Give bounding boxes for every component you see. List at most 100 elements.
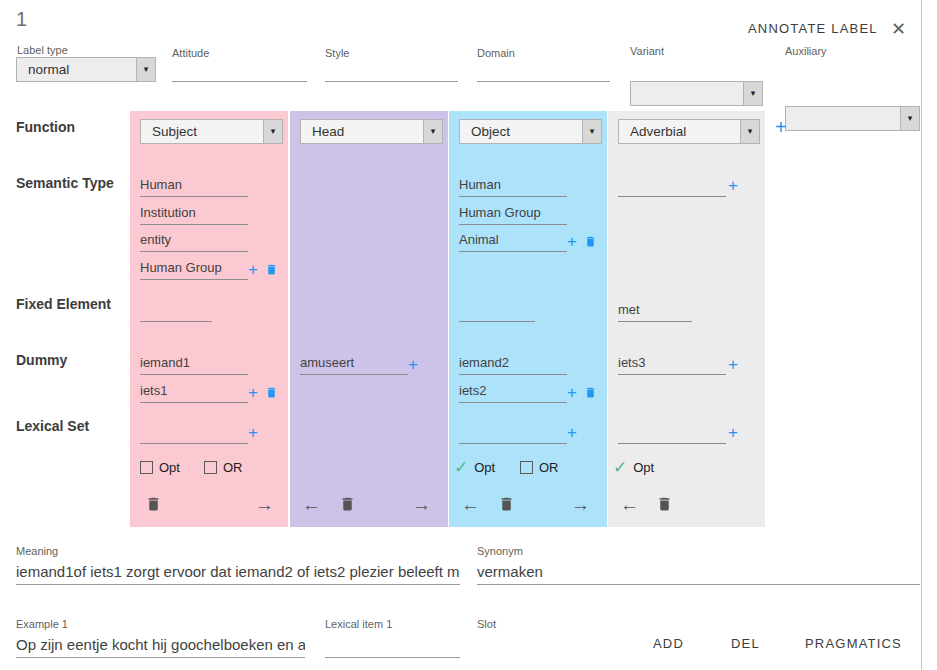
add-semantic-type-icon[interactable]: + — [567, 233, 577, 250]
delete-semantic-type-icon[interactable] — [265, 263, 278, 276]
lexical-item1-input[interactable] — [325, 632, 460, 658]
fixed-element-field[interactable]: met — [618, 300, 692, 322]
variant-select[interactable]: ▾ — [630, 81, 763, 106]
semantic-type-field[interactable]: Institution — [140, 203, 248, 225]
pragmatics-button[interactable]: PRAGMATICS — [805, 636, 902, 651]
dummy-field[interactable]: iets2 — [459, 381, 567, 403]
add-lexical-set-icon[interactable]: + — [728, 424, 738, 441]
chevron-down-icon[interactable]: ▾ — [740, 120, 759, 143]
opt-checked-icon[interactable]: ✓ — [613, 461, 627, 475]
or-checkbox[interactable] — [520, 461, 533, 474]
label-type-label: Label type — [17, 44, 68, 56]
panel-right-border — [921, 0, 922, 670]
opt-checked-icon[interactable]: ✓ — [454, 461, 468, 475]
add-dummy-icon[interactable]: + — [248, 384, 258, 401]
label-type-select[interactable]: normal ▾ — [16, 57, 156, 82]
function-value: Subject — [152, 124, 197, 139]
function-select-subject[interactable]: Subject ▾ — [140, 119, 283, 144]
semantic-type-field[interactable]: entity — [140, 230, 248, 252]
opt-label: Opt — [159, 460, 180, 475]
move-right-icon[interactable]: → — [571, 495, 590, 515]
auxiliary-label: Auxiliary — [785, 45, 827, 57]
style-input[interactable] — [325, 58, 458, 82]
semantic-type-field[interactable]: Human — [459, 175, 567, 197]
fixed-element-field[interactable] — [140, 300, 212, 322]
delete-semantic-type-icon[interactable] — [584, 235, 597, 248]
or-label: OR — [223, 460, 243, 475]
row-label-dummy: Dummy — [16, 352, 67, 368]
move-right-icon[interactable]: → — [255, 495, 274, 515]
move-left-icon[interactable]: ← — [461, 495, 480, 515]
function-value: Head — [312, 124, 344, 139]
attitude-input[interactable] — [172, 58, 307, 82]
synonym-label: Synonym — [477, 545, 523, 557]
dummy-field[interactable]: amuseert — [300, 353, 408, 375]
row-label-lexical-set: Lexical Set — [16, 418, 89, 434]
function-value: Object — [471, 124, 510, 139]
record-number: 1 — [16, 8, 27, 31]
move-left-icon[interactable]: ← — [302, 495, 321, 515]
semantic-type-field[interactable]: Human Group — [459, 203, 567, 225]
function-select-adverbial[interactable]: Adverbial ▾ — [618, 119, 760, 144]
del-button[interactable]: DEL — [731, 636, 760, 651]
delete-column-icon[interactable] — [656, 495, 673, 513]
chevron-down-icon[interactable]: ▾ — [582, 120, 601, 143]
semantic-type-field[interactable]: Human Group — [140, 258, 248, 280]
delete-dummy-icon[interactable] — [584, 386, 597, 399]
auxiliary-select[interactable]: ▾ — [785, 106, 920, 131]
lexical-set-field[interactable] — [140, 422, 248, 444]
domain-input[interactable] — [477, 58, 610, 82]
semantic-type-field[interactable] — [618, 175, 726, 197]
add-lexical-set-icon[interactable]: + — [567, 424, 577, 441]
semantic-type-field[interactable]: Animal — [459, 230, 567, 252]
opt-label: Opt — [474, 460, 495, 475]
synonym-input[interactable]: vermaken — [477, 559, 920, 585]
column-head: Head ▾ amuseert + ← → — [290, 111, 448, 527]
close-icon[interactable]: ✕ — [891, 18, 906, 40]
dummy-field[interactable]: iets3 — [618, 353, 726, 375]
lexical-set-field[interactable] — [618, 422, 726, 444]
delete-column-icon[interactable] — [339, 495, 356, 513]
or-label: OR — [539, 460, 559, 475]
chevron-down-icon[interactable]: ▾ — [743, 82, 762, 105]
add-semantic-type-icon[interactable]: + — [728, 177, 738, 194]
row-label-semantic-type: Semantic Type — [16, 175, 114, 191]
chevron-down-icon[interactable]: ▾ — [263, 120, 282, 143]
dummy-field[interactable]: iets1 — [140, 381, 248, 403]
add-dummy-icon[interactable]: + — [408, 356, 418, 373]
or-checkbox[interactable] — [204, 461, 217, 474]
chevron-down-icon[interactable]: ▾ — [900, 107, 919, 130]
row-label-function: Function — [16, 119, 75, 135]
add-semantic-type-icon[interactable]: + — [248, 261, 258, 278]
column-adverbial: Adverbial ▾ + met iets3 + + ✓ Opt ← — [608, 111, 765, 527]
function-select-object[interactable]: Object ▾ — [459, 119, 602, 144]
fixed-element-field[interactable] — [459, 300, 535, 322]
chevron-down-icon[interactable]: ▾ — [423, 120, 442, 143]
lexical-item1-label: Lexical item 1 — [325, 618, 392, 630]
opt-label: Opt — [633, 460, 654, 475]
lexical-set-field[interactable] — [459, 422, 567, 444]
delete-column-icon[interactable] — [498, 495, 515, 513]
add-dummy-icon[interactable]: + — [567, 384, 577, 401]
annotate-label-button[interactable]: ANNOTATE LABEL — [748, 21, 878, 36]
row-label-fixed-element: Fixed Element — [16, 296, 111, 312]
add-button[interactable]: ADD — [653, 636, 684, 651]
meaning-input[interactable]: iemand1of iets1 zorgt ervoor dat iemand2… — [16, 559, 460, 585]
add-column-icon[interactable]: + — [775, 119, 787, 136]
delete-column-icon[interactable] — [145, 495, 162, 513]
chevron-down-icon[interactable]: ▾ — [136, 58, 155, 81]
variant-label: Variant — [630, 45, 664, 57]
add-lexical-set-icon[interactable]: + — [248, 424, 258, 441]
delete-dummy-icon[interactable] — [265, 386, 278, 399]
dummy-field[interactable]: iemand2 — [459, 353, 567, 375]
slot-label: Slot — [477, 618, 496, 630]
semantic-type-field[interactable]: Human — [140, 175, 248, 197]
dummy-field[interactable]: iemand1 — [140, 353, 248, 375]
function-select-head[interactable]: Head ▾ — [300, 119, 443, 144]
move-left-icon[interactable]: ← — [620, 495, 639, 515]
example1-label: Example 1 — [16, 618, 68, 630]
move-right-icon[interactable]: → — [412, 495, 431, 515]
example1-input[interactable]: Op zijn eentje kocht hij goochelboeken e… — [16, 632, 305, 658]
add-dummy-icon[interactable]: + — [728, 356, 738, 373]
opt-checkbox[interactable] — [140, 461, 153, 474]
